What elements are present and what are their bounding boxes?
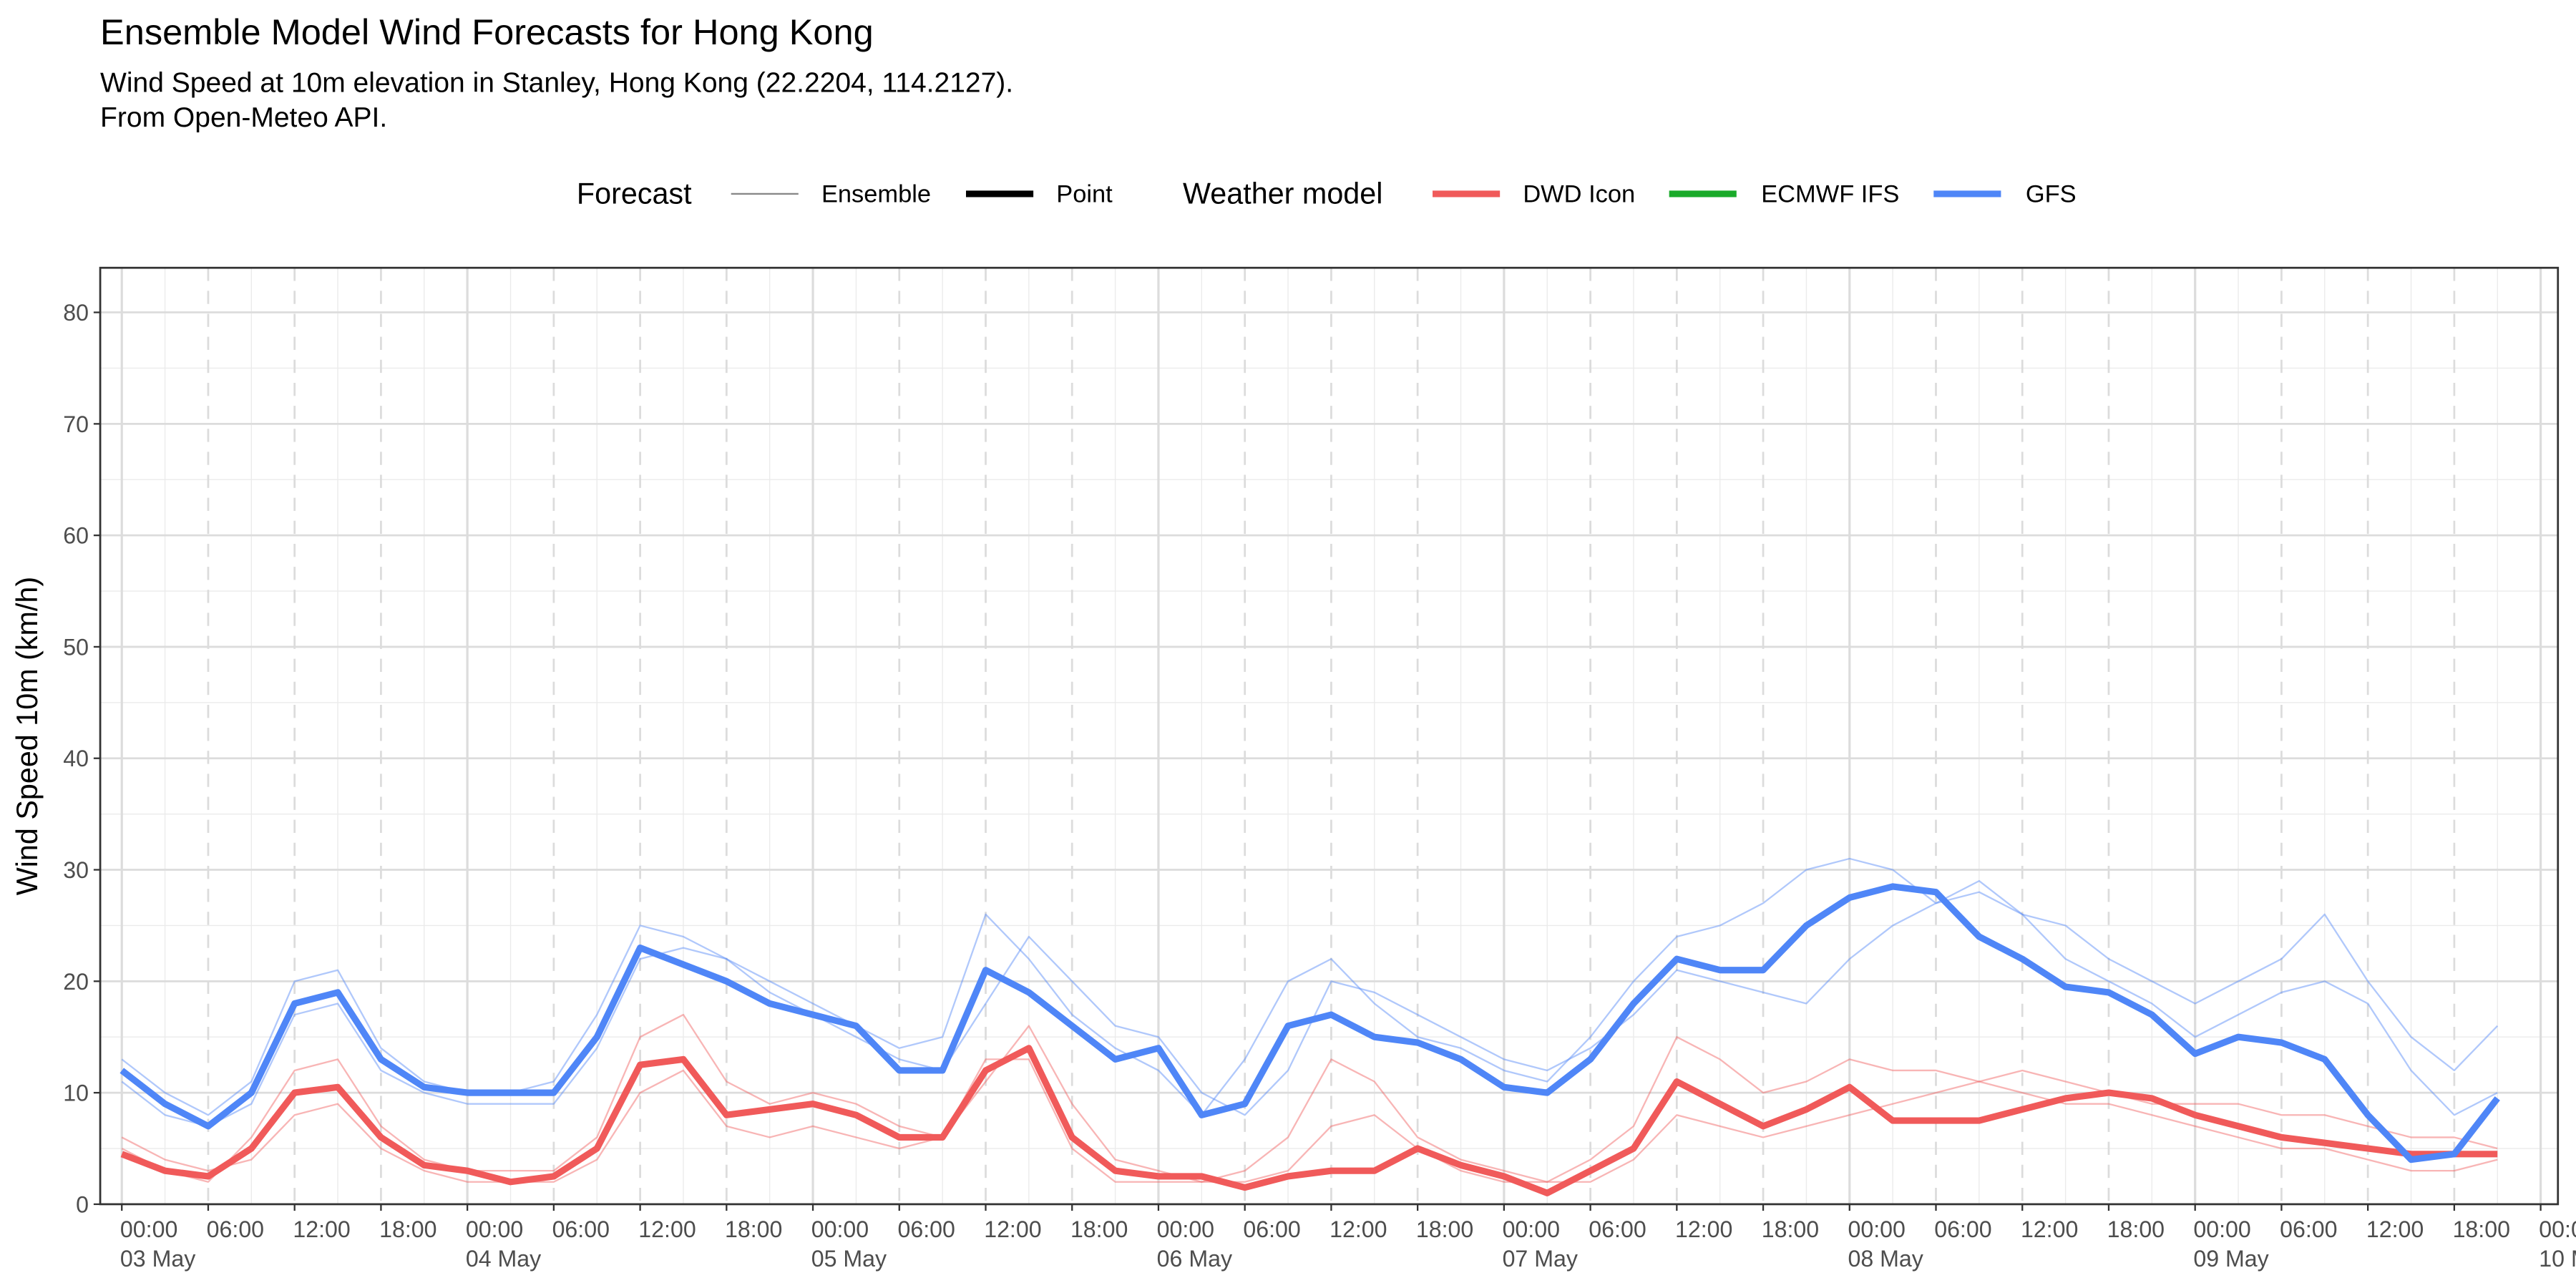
x-tick-label: 12:00: [2366, 1216, 2424, 1242]
x-tick-date: 08 May: [1848, 1246, 1923, 1272]
x-tick-label: 00:00: [1848, 1216, 1905, 1242]
x-tick-label: 12:00: [1675, 1216, 1732, 1242]
series-line: [120, 1045, 2498, 1196]
y-axis-label: Wind Speed 10m (km/h): [11, 577, 44, 895]
x-tick-label: 00:00: [2539, 1216, 2576, 1242]
x-tick-date: 04 May: [466, 1246, 541, 1272]
x-tick-label: 12:00: [2021, 1216, 2078, 1242]
x-tick-label: 18:00: [1762, 1216, 1819, 1242]
x-tick-label: 18:00: [2107, 1216, 2165, 1242]
x-tick-label: 06:00: [1243, 1216, 1300, 1242]
x-tick-label: 18:00: [379, 1216, 436, 1242]
y-tick-label: 20: [63, 969, 89, 995]
series-line: [119, 883, 2500, 1163]
x-tick-label: 18:00: [2453, 1216, 2510, 1242]
x-tick-label: 12:00: [1330, 1216, 1387, 1242]
x-tick-label: 00:00: [120, 1216, 177, 1242]
x-tick-date: 09 May: [2193, 1246, 2268, 1272]
legend-label: ECMWF IFS: [1761, 180, 1899, 208]
x-tick-label: 06:00: [207, 1216, 264, 1242]
x-tick-label: 00:00: [2193, 1216, 2250, 1242]
legend-label: Point: [1056, 180, 1113, 208]
x-tick-label: 06:00: [2280, 1216, 2337, 1242]
y-tick-label: 60: [63, 523, 89, 549]
x-tick-date: 07 May: [1503, 1246, 1578, 1272]
x-tick-label: 12:00: [293, 1216, 350, 1242]
x-tick-label: 18:00: [1070, 1216, 1128, 1242]
x-tick-label: 00:00: [811, 1216, 869, 1242]
legend-title: Weather model: [1183, 177, 1382, 210]
x-tick-label: 18:00: [725, 1216, 782, 1242]
legend-label: Ensemble: [821, 180, 931, 208]
x-tick-label: 06:00: [897, 1216, 955, 1242]
x-tick-label: 06:00: [1589, 1216, 1646, 1242]
panel-border: [99, 266, 2560, 1206]
x-tick-label: 12:00: [984, 1216, 1041, 1242]
x-tick-label: 06:00: [1934, 1216, 1991, 1242]
legend-title: Forecast: [577, 177, 692, 210]
subtitle: From Open-Meteo API.: [100, 102, 387, 133]
legend-label: DWD Icon: [1523, 180, 1635, 208]
x-tick-date: 10 May: [2539, 1246, 2576, 1272]
y-tick-label: 70: [63, 411, 89, 437]
x-tick-date: 06 May: [1157, 1246, 1232, 1272]
series-line: [121, 879, 2498, 1128]
x-tick-date: 05 May: [811, 1246, 887, 1272]
legend-label: GFS: [2026, 180, 2077, 208]
y-tick-label: 50: [63, 634, 89, 660]
y-tick-label: 10: [63, 1080, 89, 1106]
x-tick-label: 00:00: [466, 1216, 523, 1242]
subtitle: Wind Speed at 10m elevation in Stanley, …: [100, 68, 1013, 99]
y-tick-label: 0: [76, 1191, 89, 1217]
x-tick-label: 12:00: [638, 1216, 696, 1242]
y-tick-label: 30: [63, 857, 89, 883]
chart-title: Ensemble Model Wind Forecasts for Hong K…: [100, 11, 874, 52]
y-tick-label: 40: [63, 746, 89, 771]
plot-area: [119, 857, 2500, 1196]
x-tick-date: 03 May: [120, 1246, 195, 1272]
series-line: [121, 1058, 2498, 1183]
x-tick-label: 18:00: [1416, 1216, 1473, 1242]
x-tick-label: 00:00: [1157, 1216, 1214, 1242]
series-line: [121, 1013, 2498, 1183]
x-tick-label: 00:00: [1503, 1216, 1560, 1242]
x-tick-label: 06:00: [552, 1216, 610, 1242]
y-tick-label: 80: [63, 300, 89, 326]
series-line: [121, 857, 2499, 1116]
